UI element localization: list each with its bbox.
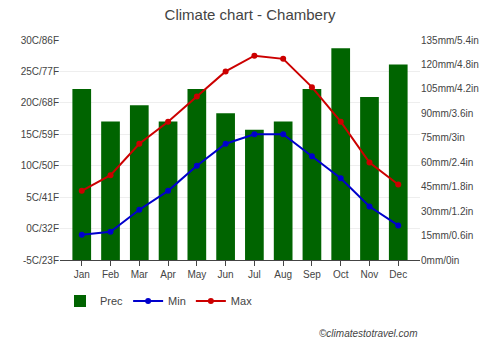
svg-text:Prec: Prec: [100, 295, 123, 307]
svg-text:5C/41F: 5C/41F: [26, 192, 59, 203]
svg-text:Oct: Oct: [333, 269, 349, 280]
svg-text:15mm/0.6in: 15mm/0.6in: [421, 230, 473, 241]
svg-text:Sep: Sep: [303, 269, 321, 280]
svg-text:90mm/3.6in: 90mm/3.6in: [421, 108, 473, 119]
svg-text:Nov: Nov: [361, 269, 379, 280]
svg-text:Min: Min: [168, 295, 186, 307]
svg-text:Dec: Dec: [389, 269, 407, 280]
svg-text:May: May: [187, 269, 206, 280]
svg-text:45mm/1.8in: 45mm/1.8in: [421, 181, 473, 192]
svg-text:30C/86F: 30C/86F: [21, 35, 59, 46]
svg-text:Mar: Mar: [131, 269, 149, 280]
svg-text:75mm/3in: 75mm/3in: [421, 132, 465, 143]
svg-text:105mm/4.2in: 105mm/4.2in: [421, 83, 479, 94]
svg-text:20C/68F: 20C/68F: [21, 97, 59, 108]
svg-text:25C/77F: 25C/77F: [21, 66, 59, 77]
svg-text:-5C/23F: -5C/23F: [23, 255, 59, 266]
svg-text:Jul: Jul: [248, 269, 261, 280]
svg-text:30mm/1.2in: 30mm/1.2in: [421, 206, 473, 217]
svg-text:135mm/5.4in: 135mm/5.4in: [421, 35, 479, 46]
svg-text:Jun: Jun: [218, 269, 234, 280]
svg-text:Feb: Feb: [102, 269, 120, 280]
svg-text:120mm/4.8in: 120mm/4.8in: [421, 59, 479, 70]
svg-text:0mm/0in: 0mm/0in: [421, 255, 459, 266]
svg-text:Max: Max: [231, 295, 252, 307]
svg-text:15C/59F: 15C/59F: [21, 129, 59, 140]
svg-text:60mm/2.4in: 60mm/2.4in: [421, 157, 473, 168]
svg-text:Jan: Jan: [74, 269, 90, 280]
svg-text:©climatestotravel.com: ©climatestotravel.com: [319, 328, 418, 339]
svg-text:Aug: Aug: [274, 269, 292, 280]
svg-text:0C/32F: 0C/32F: [26, 223, 59, 234]
svg-text:10C/50F: 10C/50F: [21, 160, 59, 171]
svg-text:Apr: Apr: [160, 269, 176, 280]
svg-text:Climate chart - Chambery: Climate chart - Chambery: [165, 6, 336, 23]
